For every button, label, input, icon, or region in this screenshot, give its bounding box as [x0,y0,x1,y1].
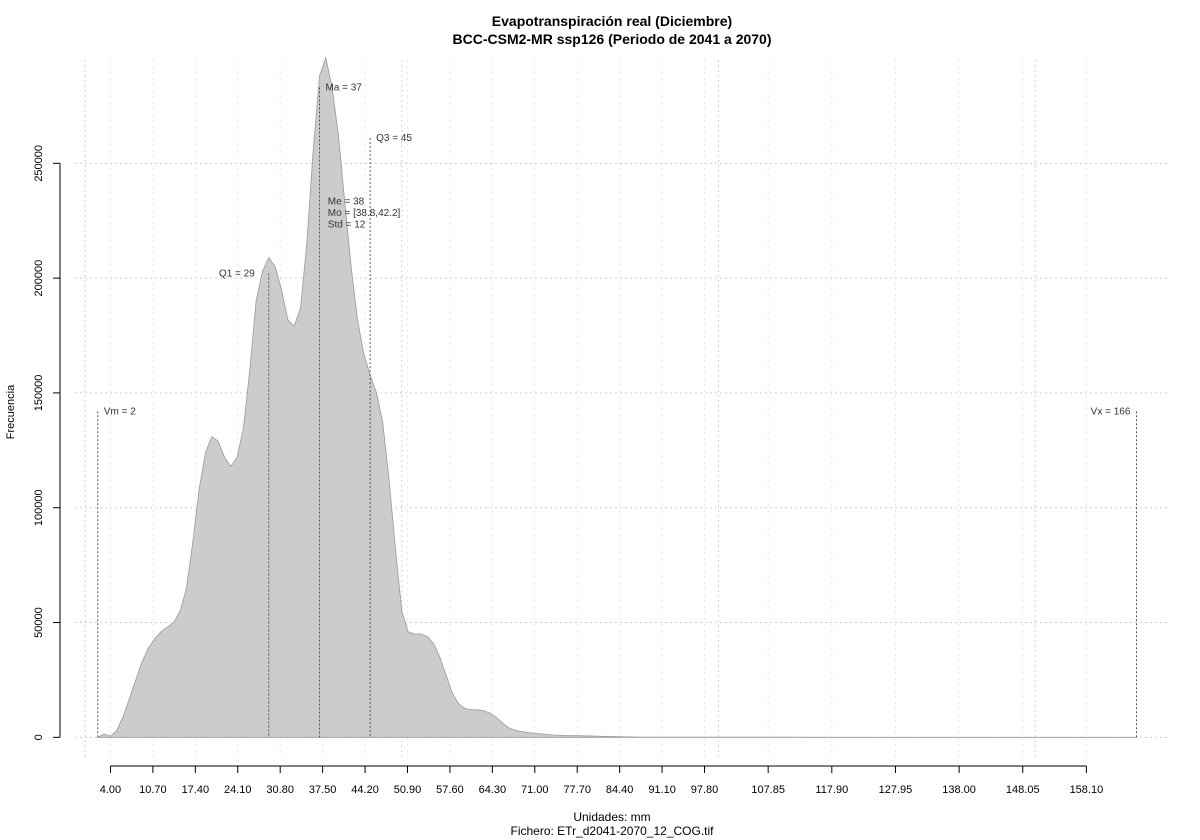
y-tick-label: 50000 [33,607,45,638]
x-tick-label: 71.00 [521,784,549,796]
x-tick-label: 4.00 [100,784,121,796]
annotation-label: Q3 = 45 [376,133,412,144]
annotation-label: Vm = 2 [104,406,136,417]
y-axis-ticks: 0 50000 100000 150000 200000 250000 [33,145,60,740]
frequency-area [97,56,1138,738]
annotation-label: Ma = 37 [325,83,362,94]
x-tick-label: 24.10 [224,784,252,796]
y-tick-label: 100000 [33,489,45,526]
x-tick-label: 57.60 [436,784,464,796]
x-tick-label: 138.00 [942,784,976,796]
stat-label: Std = 12 [328,220,366,231]
annotation-label: Q1 = 29 [219,269,255,280]
x-tick-label: 117.90 [815,784,848,796]
x-tick-label: 77.70 [563,784,591,796]
x-tick-label: 148.05 [1006,784,1040,796]
y-tick-label: 150000 [33,375,45,412]
chart-title: Evapotranspiración real (Diciembre) [492,13,732,29]
stat-label: Mo = [38.8,42.2] [328,208,401,219]
axes [59,163,1087,767]
x-tick-label: 84.40 [606,784,634,796]
annotation-label: Vx = 166 [1091,406,1131,417]
file-caption: Fichero: ETr_d2041-2070_12_COG.tif [511,824,715,838]
chart-subtitle: BCC-CSM2-MR ssp126 (Periodo de 2041 a 20… [453,31,772,47]
x-tick-label: 158.10 [1070,784,1104,796]
x-tick-label: 30.80 [266,784,294,796]
x-tick-label: 50.90 [394,784,422,796]
annotations: Vm = 2 Q1 = 29 Ma = 37 Q3 = 45 Vx = 166 Me = … [97,83,1137,738]
x-tick-label: 91.10 [648,784,676,796]
x-axis-label: Unidades: mm [573,810,650,824]
y-tick-label: 200000 [33,260,45,297]
stat-label: Me = 38 [328,197,365,208]
y-tick-label: 0 [33,734,45,740]
x-tick-label: 64.30 [479,784,507,796]
x-tick-label: 107.85 [751,784,785,796]
x-tick-label: 127.95 [879,784,913,796]
x-tick-label: 97.80 [691,784,719,796]
x-tick-label: 37.50 [309,784,337,796]
y-axis-label: Frecuencia [5,384,17,439]
x-tick-label: 10.70 [139,784,167,796]
x-axis-ticks: 4.00 10.70 17.40 24.10 30.80 37.50 44.20 50.90 5… [100,766,1103,796]
x-tick-label: 17.40 [182,784,210,796]
x-tick-label: 44.20 [351,784,379,796]
y-tick-label: 250000 [33,145,45,182]
